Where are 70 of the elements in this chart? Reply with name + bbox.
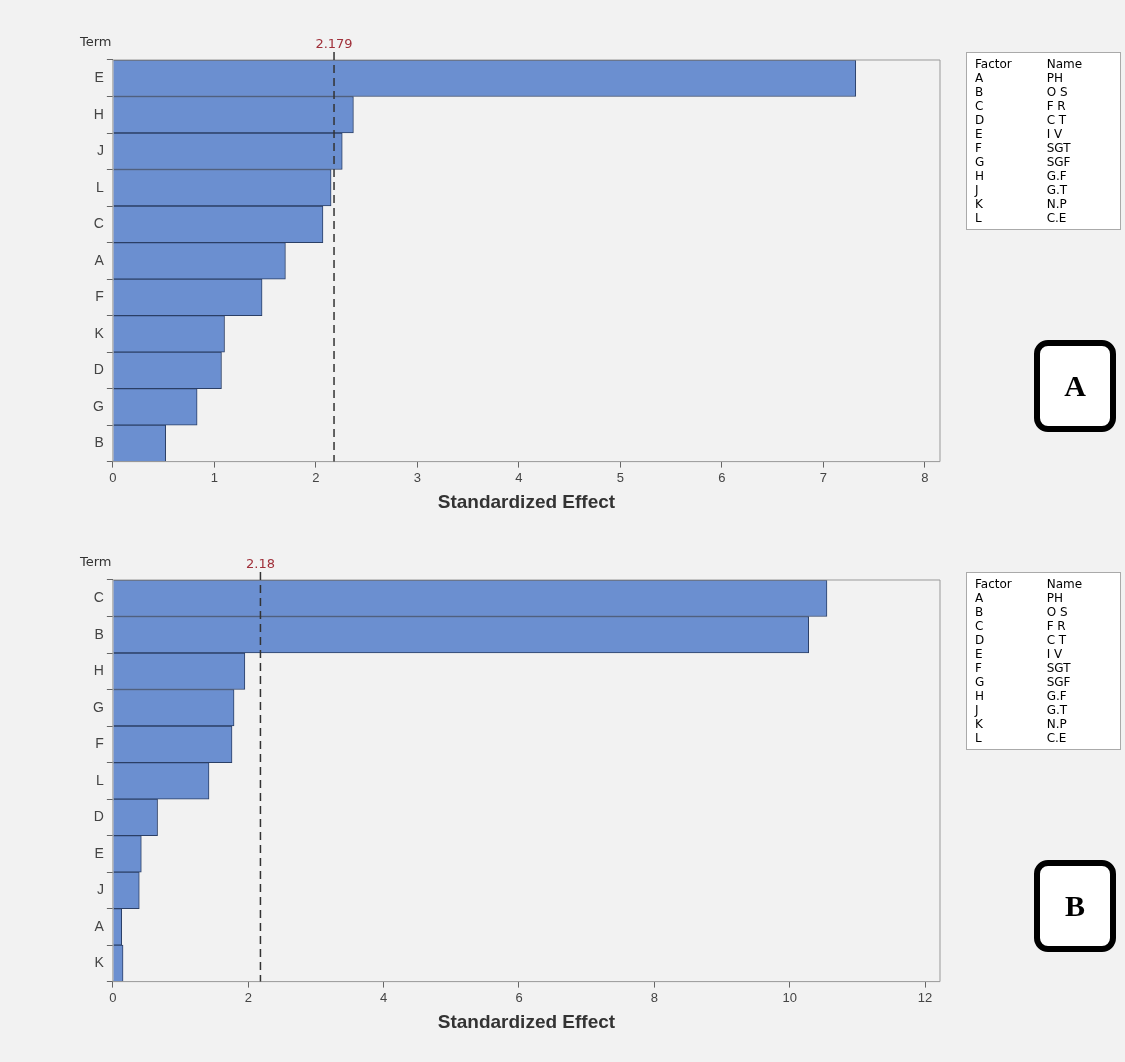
ref-line-label: 2.179 bbox=[315, 36, 353, 51]
y-tick-label: A bbox=[94, 917, 105, 934]
text: C F R bbox=[975, 619, 1066, 633]
y-tick-label: L bbox=[96, 178, 105, 195]
y-tick-label: H bbox=[93, 662, 104, 679]
x-axis-title: Standardized Effect bbox=[437, 490, 616, 512]
text: J G.T bbox=[975, 183, 1068, 197]
text: B bbox=[1034, 860, 1116, 952]
x-tick-label: 4 bbox=[380, 989, 388, 1005]
x-tick-label: 6 bbox=[718, 469, 726, 485]
y-tick-label: B bbox=[94, 625, 104, 642]
text: K N.P bbox=[975, 197, 1067, 211]
y-axis-title: Term bbox=[79, 554, 112, 569]
y-tick-label: L bbox=[96, 771, 105, 788]
x-tick-label: 8 bbox=[921, 469, 929, 485]
y-axis-title: Term bbox=[79, 34, 112, 49]
y-tick-label: H bbox=[93, 105, 104, 122]
y-tick-label: J bbox=[96, 881, 104, 898]
y-tick-label: A bbox=[94, 251, 105, 268]
text: F SGT bbox=[975, 141, 1071, 155]
y-tick-label: K bbox=[94, 324, 105, 341]
text: L C.E bbox=[975, 211, 1067, 225]
x-tick-label: 1 bbox=[210, 469, 218, 485]
text: D C T bbox=[975, 633, 1067, 647]
x-tick-label: 7 bbox=[819, 469, 827, 485]
x-tick-label: 3 bbox=[413, 469, 421, 485]
x-tick-label: 6 bbox=[515, 989, 523, 1005]
x-axis-title: Standardized Effect bbox=[437, 1010, 616, 1032]
x-tick-label: 8 bbox=[650, 989, 658, 1005]
text: B O S bbox=[975, 85, 1068, 99]
text: Factor Name bbox=[975, 57, 1083, 71]
x-tick-label: 5 bbox=[616, 469, 624, 485]
text: A PH bbox=[975, 71, 1063, 85]
x-tick-label: 12 bbox=[917, 989, 933, 1005]
y-tick-label: C bbox=[93, 589, 104, 606]
x-tick-label: 2 bbox=[244, 989, 252, 1005]
text: D C T bbox=[975, 113, 1067, 127]
text: J G.T bbox=[975, 703, 1068, 717]
x-tick-label: 4 bbox=[515, 469, 523, 485]
text: F SGT bbox=[975, 661, 1071, 675]
y-tick-label: G bbox=[93, 698, 104, 715]
y-tick-label: J bbox=[96, 142, 104, 159]
text: A PH bbox=[975, 591, 1063, 605]
text: C F R bbox=[975, 99, 1066, 113]
y-tick-label: E bbox=[94, 69, 104, 86]
y-tick-label: G bbox=[93, 397, 104, 414]
text: E I V bbox=[975, 127, 1063, 141]
y-tick-label: K bbox=[94, 954, 105, 971]
text: B O S bbox=[975, 605, 1068, 619]
text: Factor Name bbox=[975, 577, 1083, 591]
text: K N.P bbox=[975, 717, 1067, 731]
x-tick-label: 0 bbox=[109, 989, 117, 1005]
y-tick-label: D bbox=[93, 361, 104, 378]
x-tick-label: 10 bbox=[782, 989, 797, 1005]
y-tick-label: F bbox=[95, 735, 104, 752]
text: H G.F bbox=[975, 169, 1067, 183]
x-tick-label: 0 bbox=[109, 469, 117, 485]
text: L C.E bbox=[975, 731, 1067, 745]
x-tick-label: 2 bbox=[312, 469, 320, 485]
y-tick-label: D bbox=[93, 808, 104, 825]
ref-line-label: 2.18 bbox=[245, 556, 275, 571]
text: G SGF bbox=[975, 155, 1071, 169]
y-tick-label: B bbox=[94, 434, 104, 451]
y-tick-label: F bbox=[95, 288, 104, 305]
text: E I V bbox=[975, 647, 1063, 661]
y-tick-label: C bbox=[93, 215, 104, 232]
text: H G.F bbox=[975, 689, 1067, 703]
text: A bbox=[1034, 340, 1116, 432]
text: G SGF bbox=[975, 675, 1071, 689]
y-tick-label: E bbox=[94, 844, 104, 861]
